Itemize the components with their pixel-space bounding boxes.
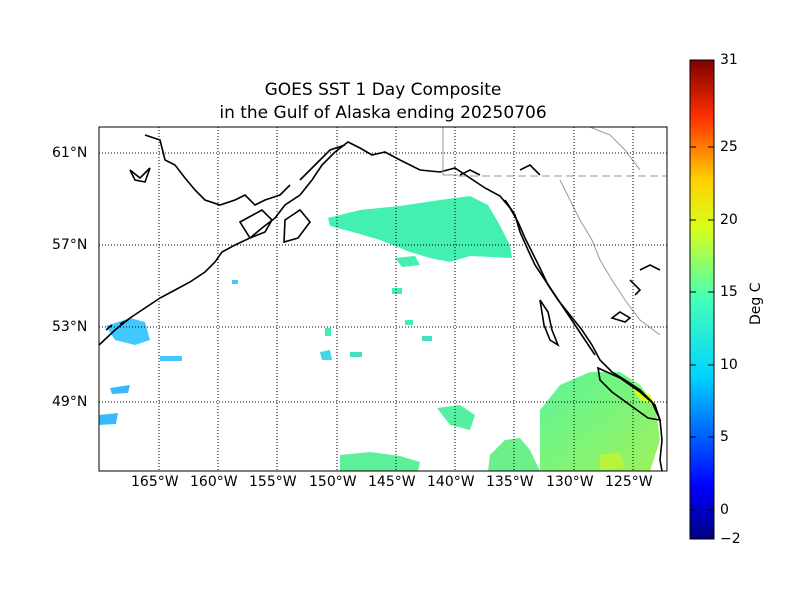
colorbar-ticks — [690, 59, 714, 511]
sst-patch-aleut2 — [110, 385, 130, 394]
fjord-5 — [459, 169, 481, 176]
colorbar-label: Deg C — [748, 282, 764, 325]
north-coast — [299, 144, 346, 181]
border-vertical — [442, 127, 458, 176]
kenai — [283, 208, 312, 244]
colorbar-tick-label: 10 — [720, 357, 738, 373]
land-outline — [99, 134, 663, 471]
colorbar-tick-label: 15 — [720, 284, 738, 300]
fjord-4 — [519, 164, 541, 176]
sst-patch-south — [540, 372, 660, 471]
map-title: GOES SST 1 Day Composite — [264, 80, 502, 100]
west-coast — [144, 134, 291, 206]
lat-label: 61°N — [52, 145, 88, 161]
fjord-1 — [610, 311, 632, 323]
lat-label: 57°N — [52, 237, 88, 253]
colorbar-frame — [689, 59, 715, 540]
haida-gwaii — [539, 299, 560, 347]
border-se — [559, 179, 661, 336]
colorbar-tick-label: 31 — [720, 52, 738, 68]
lon-label: 160°W — [190, 474, 238, 490]
alaska-coast — [99, 141, 663, 471]
lon-label: 135°W — [486, 474, 534, 490]
lon-label: 165°W — [131, 474, 179, 490]
inner-coast — [504, 199, 596, 356]
nw-coast — [129, 167, 151, 183]
graticule — [99, 127, 667, 471]
sst-patch-mid — [437, 405, 475, 430]
kodiak-island — [238, 209, 274, 239]
sst-patch-west — [99, 413, 118, 425]
aleutian-2 — [119, 319, 129, 325]
sst-patch-aleut1 — [106, 318, 150, 345]
lon-label: 140°W — [427, 474, 475, 490]
vancouver-island — [596, 366, 662, 422]
lon-label: 150°W — [309, 474, 357, 490]
colorbar-tick-label: −2 — [720, 531, 741, 547]
lon-label: 145°W — [368, 474, 416, 490]
sst-patch-south3 — [340, 452, 420, 471]
colorbar — [690, 60, 714, 539]
colorbar-tick-label: 5 — [720, 429, 729, 445]
lon-label: 155°W — [249, 474, 297, 490]
fjord-2 — [639, 264, 661, 271]
lat-label: 53°N — [52, 319, 88, 335]
sst-patch-spot1 — [320, 350, 332, 360]
map-subtitle: in the Gulf of Alaska ending 20250706 — [219, 103, 547, 123]
colorbar-tick-label: 0 — [720, 502, 729, 518]
sst-patch-spot2 — [395, 256, 420, 267]
lon-label: 125°W — [605, 474, 653, 490]
map-frame — [98, 126, 668, 472]
sst-patch-spot4 — [600, 452, 625, 470]
lat-label: 49°N — [52, 394, 88, 410]
colorbar-tick-label: 25 — [720, 139, 738, 155]
lon-label: 130°W — [546, 474, 594, 490]
colorbar-tick-label: 20 — [720, 212, 738, 228]
